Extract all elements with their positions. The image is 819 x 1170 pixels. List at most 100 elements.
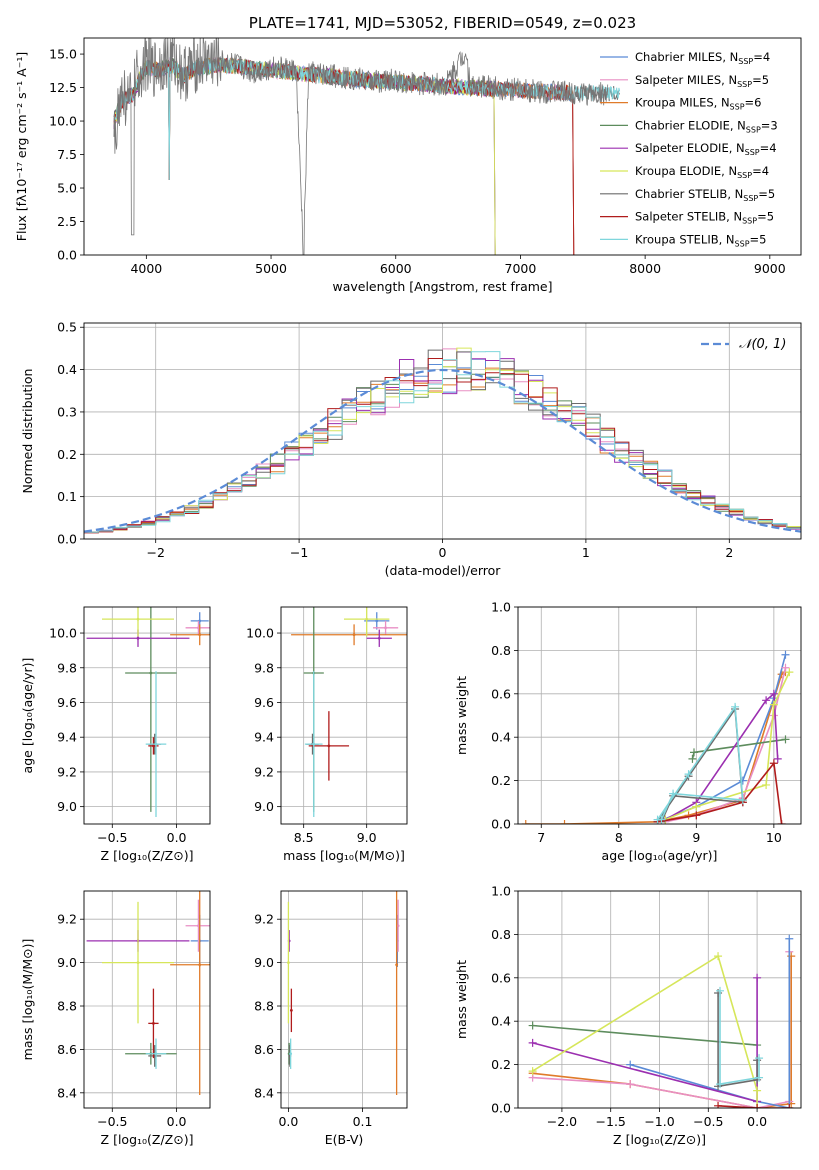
mass_weight_vs_age-plot-area <box>521 650 794 824</box>
series-marker <box>714 952 723 961</box>
age_vs_mass-ytick-label: 9.6 <box>254 695 274 710</box>
series-marker <box>785 934 794 943</box>
mass_weight_vs_Z-ytick-label: 0.8 <box>491 927 511 942</box>
legend-label: Salpeter ELODIE, NSSP=4 <box>635 141 777 157</box>
spectrum-title: PLATE=1741, MJD=53052, FIBERID=0549, z=0… <box>249 14 636 32</box>
age_vs_Z-xlabel: Z [log₁₀(Z/Z⊙)] <box>101 848 194 863</box>
mass_vs_Z-xlabel: Z [log₁₀(Z/Z⊙)] <box>101 1132 194 1147</box>
series-marker <box>753 973 762 982</box>
mass_weight_vs_age-xtick-label: 9 <box>692 830 700 845</box>
residuals-ytick-label: 0.4 <box>57 362 77 377</box>
residuals-ylabel: Normed distribution <box>20 369 35 494</box>
age_vs_Z-plot-area <box>86 607 210 818</box>
data-point <box>154 742 158 746</box>
residuals-ytick-label: 0.0 <box>57 532 77 547</box>
spectrum-ytick-label: 2.5 <box>57 214 77 229</box>
mass_weight_vs_Z-plot-area <box>528 934 796 1108</box>
series-line <box>717 993 758 1088</box>
mass_vs_ebv-xtick-label: 0.0 <box>278 1114 298 1129</box>
series-line <box>718 1105 790 1108</box>
age_vs_Z-frame <box>83 606 211 825</box>
series-marker <box>781 735 790 744</box>
mass_vs_ebv-plot-area <box>287 891 400 1095</box>
data-point <box>395 963 399 967</box>
series-marker <box>738 776 747 785</box>
spectrum-axes: 4000 5000 6000 7000 8000 9000 0.0 2.5 5.0 7.5 10.0… <box>14 47 786 294</box>
residuals-xtick-label: −2 <box>146 545 164 560</box>
spectrum-frame <box>83 37 802 256</box>
age_vs_mass-xlabel: mass [log₁₀(M/M⊙)] <box>283 848 405 863</box>
spectrum-plot-area <box>113 38 621 255</box>
mass_weight_vs_Z-ytick-label: 0.2 <box>491 1057 511 1072</box>
series-marker <box>669 789 678 798</box>
series-marker <box>731 702 740 711</box>
data-point <box>287 961 290 965</box>
series-marker <box>521 820 530 824</box>
residuals-ytick-label: 0.2 <box>57 447 77 462</box>
series-marker <box>714 1101 723 1108</box>
spectrum-ytick-label: 10.0 <box>49 114 77 129</box>
data-point <box>289 1052 293 1056</box>
data-point <box>154 1052 158 1056</box>
mass_vs_Z-ytick-label: 8.8 <box>57 999 77 1014</box>
mass_weight_vs_Z-xtick-label: −0.5 <box>693 1114 723 1129</box>
age_vs_Z-xtick-label: −0.5 <box>97 830 127 845</box>
age_vs_mass-xtick-label: 9.0 <box>357 830 377 845</box>
age_vs_mass-ytick-label: 9.8 <box>254 660 274 675</box>
data-point <box>312 742 316 746</box>
residuals-xtick-label: 1 <box>582 545 590 560</box>
series-marker <box>626 1080 635 1089</box>
series-marker <box>716 1080 725 1089</box>
mass_weight_vs_Z-ytick-label: 0.0 <box>491 1101 511 1116</box>
series-line <box>656 704 744 821</box>
mass_weight_vs_age-ytick-label: 1.0 <box>491 600 511 615</box>
age_vs_mass-xtick-label: 8.5 <box>294 830 314 845</box>
mass_vs_ebv-frame <box>280 890 408 1109</box>
spectrum-ytick-label: 5.0 <box>57 181 77 196</box>
data-point <box>149 671 153 675</box>
residuals-ytick-label: 0.3 <box>57 404 77 419</box>
series-marker <box>785 668 794 677</box>
series-line <box>525 671 786 824</box>
data-point <box>396 924 400 928</box>
mass_weight_vs_age-xtick-label: 7 <box>537 830 545 845</box>
series-marker <box>762 780 771 789</box>
age_vs_Z-axes: −0.5 0.0 9.0 9.2 9.4 9.6 9.8 10.0 Z [log₁₀(Z/Z⊙)… <box>20 607 210 863</box>
mass_vs_ebv-xtick-label: 0.1 <box>353 1114 373 1129</box>
data-point <box>384 626 387 630</box>
legend-label: Kroupa MILES, NSSP=6 <box>635 96 761 112</box>
spectrum-xtick-label: 5000 <box>255 261 287 276</box>
mass_weight_vs_Z-xlabel: Z [log₁₀(Z/Z⊙)] <box>613 1132 706 1147</box>
series-marker <box>692 811 701 820</box>
mass_vs_ebv-ytick-label: 9.0 <box>254 955 274 970</box>
mass_weight_vs_age-ytick-label: 0.6 <box>491 686 511 701</box>
series-marker <box>769 689 778 698</box>
residuals-xlabel: (data-model)/error <box>385 563 502 578</box>
mass_vs_Z-plot-area <box>86 891 210 1095</box>
mass_vs_Z-axes: −0.5 0.0 8.4 8.6 8.8 9.0 9.2 Z [log₁₀(Z/Z⊙)] mas… <box>20 891 210 1147</box>
series-marker <box>753 1056 762 1065</box>
mass_weight_vs_Z-ytick-label: 0.4 <box>491 1014 511 1029</box>
data-point <box>136 961 140 965</box>
mass_vs_ebv-ytick-label: 8.8 <box>254 999 274 1014</box>
normal-legend-label: 𝒩(0, 1) <box>739 337 786 352</box>
series-line <box>719 990 760 1086</box>
mass_vs_Z-ytick-label: 9.0 <box>57 955 77 970</box>
mass_weight_vs_age-axes: 7 8 9 10 0.0 0.2 0.4 0.6 0.8 1.0 age [log₁₀(age/yr… <box>454 600 801 863</box>
mass_weight_vs_age-xtick-label: 10 <box>766 830 782 845</box>
series-marker <box>528 1067 537 1076</box>
spectrum-xtick-label: 8000 <box>629 261 661 276</box>
mass_weight_vs_Z-xtick-label: −2.0 <box>547 1114 577 1129</box>
data-point <box>377 636 381 640</box>
series-marker <box>762 696 771 705</box>
legend-label: Chabrier STELIB, NSSP=5 <box>635 187 775 203</box>
series-marker <box>560 820 569 824</box>
series-marker <box>688 754 697 763</box>
age_vs_Z-ytick-label: 9.2 <box>57 764 77 779</box>
series-marker <box>690 748 699 757</box>
mass_vs_ebv-axes: 0.0 0.1 8.4 8.6 8.8 9.0 9.2 E(B-V) <box>254 891 407 1147</box>
series-marker <box>781 650 790 659</box>
series-marker <box>753 1086 762 1095</box>
series-marker <box>777 820 786 824</box>
